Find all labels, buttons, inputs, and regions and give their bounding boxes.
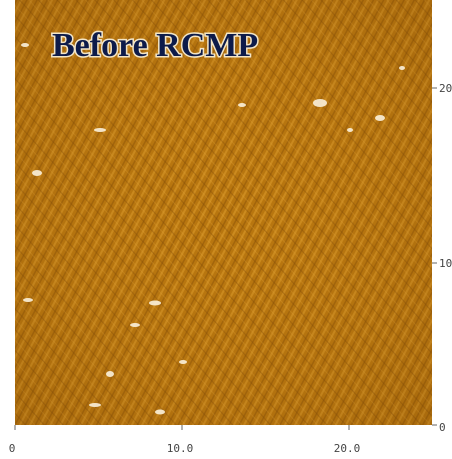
x-tick-label: 20.0 bbox=[334, 442, 361, 455]
surface-particles bbox=[21, 43, 405, 415]
x-tick-label: 10.0 bbox=[167, 442, 194, 455]
y-tick-label: 10 bbox=[439, 257, 452, 270]
x-tick-label: 0 bbox=[9, 442, 16, 455]
axis-ticks bbox=[14, 87, 437, 430]
image-title: Before RCMP bbox=[52, 27, 258, 64]
y-tick-label: 20 bbox=[439, 82, 452, 95]
y-tick-label: 0 bbox=[439, 421, 446, 434]
afm-image bbox=[15, 0, 432, 425]
